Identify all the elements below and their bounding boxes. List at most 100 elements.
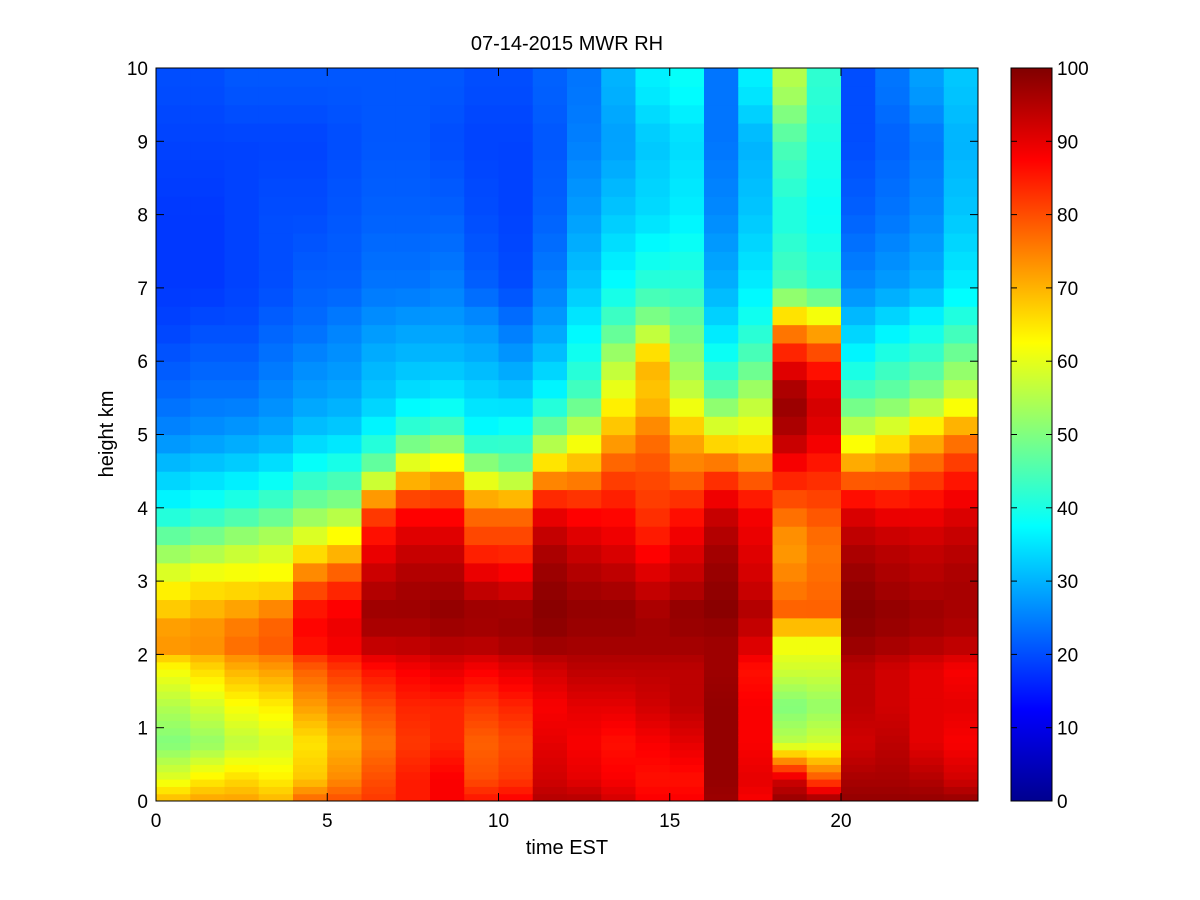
heatmap-cell — [430, 617, 465, 637]
heatmap-cell — [909, 749, 945, 758]
heatmap-cell — [156, 705, 191, 714]
heatmap-cell — [567, 786, 602, 795]
heatmap-cell — [190, 342, 226, 362]
heatmap-cell — [395, 713, 431, 721]
heatmap-cell — [361, 159, 397, 179]
heatmap-cell — [498, 698, 534, 707]
heatmap-cell — [361, 713, 397, 721]
heatmap-cell — [156, 654, 191, 663]
heatmap-cell — [327, 727, 363, 736]
heatmap-cell — [464, 452, 500, 472]
heatmap-cell — [532, 397, 568, 417]
heatmap-cell — [224, 654, 260, 663]
heatmap-cell — [258, 562, 294, 582]
heatmap-cell — [567, 214, 602, 234]
heatmap-cell — [635, 720, 671, 729]
heatmap-cell — [156, 416, 191, 436]
heatmap-cell — [875, 727, 911, 736]
heatmap-cell — [395, 683, 431, 692]
heatmap-cell — [293, 177, 328, 197]
heatmap-cell — [430, 141, 465, 161]
heatmap-cell — [704, 177, 739, 197]
heatmap-cell — [532, 507, 568, 527]
heatmap-cell — [738, 727, 774, 736]
heatmap-cell — [224, 122, 260, 142]
heatmap-cell — [190, 159, 226, 179]
heatmap-cell — [635, 434, 671, 454]
heatmap-cell — [327, 742, 363, 751]
heatmap-cell — [669, 177, 705, 197]
heatmap-cell — [875, 342, 911, 362]
y-tick-label: 8 — [137, 206, 148, 227]
heatmap-cell — [395, 397, 431, 417]
heatmap-cell — [875, 793, 911, 801]
heatmap-cell — [430, 599, 465, 619]
heatmap-cell — [875, 68, 911, 87]
heatmap-cell — [635, 306, 671, 326]
heatmap-cell — [327, 342, 363, 362]
heatmap-cell — [156, 104, 191, 124]
heatmap-cell — [224, 361, 260, 381]
heatmap-cell — [704, 562, 739, 582]
heatmap-cell — [601, 177, 637, 197]
heatmap-cell — [635, 526, 671, 546]
heatmap-cell — [601, 526, 637, 546]
heatmap-cell — [258, 771, 294, 780]
heatmap-cell — [601, 720, 637, 729]
heatmap-cell — [190, 526, 226, 546]
heatmap-cell — [258, 68, 294, 87]
colorbar-tick-label: 90 — [1057, 132, 1078, 153]
heatmap-cell — [293, 617, 328, 637]
heatmap-cell — [909, 669, 945, 677]
heatmap-cell — [327, 141, 363, 161]
heatmap-cell — [669, 562, 705, 582]
heatmap-cell — [875, 177, 911, 197]
heatmap-cell — [704, 306, 739, 326]
heatmap-cell — [704, 779, 739, 787]
heatmap-cell — [395, 416, 431, 436]
heatmap-cell — [909, 661, 945, 670]
heatmap-cell — [327, 617, 363, 637]
heatmap-cell — [567, 720, 602, 729]
heatmap-cell — [395, 749, 431, 758]
heatmap-cell — [361, 544, 397, 564]
heatmap-cell — [772, 452, 808, 472]
heatmap-cell — [635, 764, 671, 773]
heatmap-cell — [875, 251, 911, 271]
heatmap-cell — [464, 122, 500, 142]
heatmap-cell — [190, 361, 226, 381]
heatmap-cell — [738, 757, 774, 765]
heatmap-cell — [806, 544, 842, 564]
heatmap-cell — [806, 379, 842, 399]
heatmap-cell — [635, 361, 671, 381]
heatmap-cell — [258, 713, 294, 721]
heatmap-cell — [430, 306, 465, 326]
heatmap-cell — [532, 669, 568, 677]
heatmap-cell — [156, 434, 191, 454]
heatmap-cell — [601, 581, 637, 601]
heatmap-cell — [943, 122, 978, 142]
heatmap-cell — [806, 735, 842, 743]
heatmap-cell — [841, 86, 876, 106]
heatmap-cell — [806, 86, 842, 106]
heatmap-cell — [841, 735, 876, 743]
heatmap-cell — [704, 683, 739, 692]
heatmap-cell — [430, 471, 465, 491]
heatmap-cell — [156, 324, 191, 344]
heatmap-cell — [156, 691, 191, 699]
heatmap-cell — [395, 196, 431, 216]
heatmap-cell — [943, 581, 978, 601]
heatmap-cell — [909, 507, 945, 527]
heatmap-cell — [430, 251, 465, 271]
heatmap-cell — [430, 698, 465, 707]
heatmap-cell — [327, 757, 363, 765]
heatmap-cell — [361, 379, 397, 399]
heatmap-cell — [601, 507, 637, 527]
heatmap-cell — [532, 361, 568, 381]
heatmap-cell — [909, 771, 945, 780]
heatmap-cell — [190, 68, 226, 87]
heatmap-cell — [224, 698, 260, 707]
heatmap-cell — [498, 771, 534, 780]
heatmap-cell — [190, 713, 226, 721]
y-axis: 0 1 2 3 4 5 6 7 8 9 10 — [127, 59, 978, 813]
